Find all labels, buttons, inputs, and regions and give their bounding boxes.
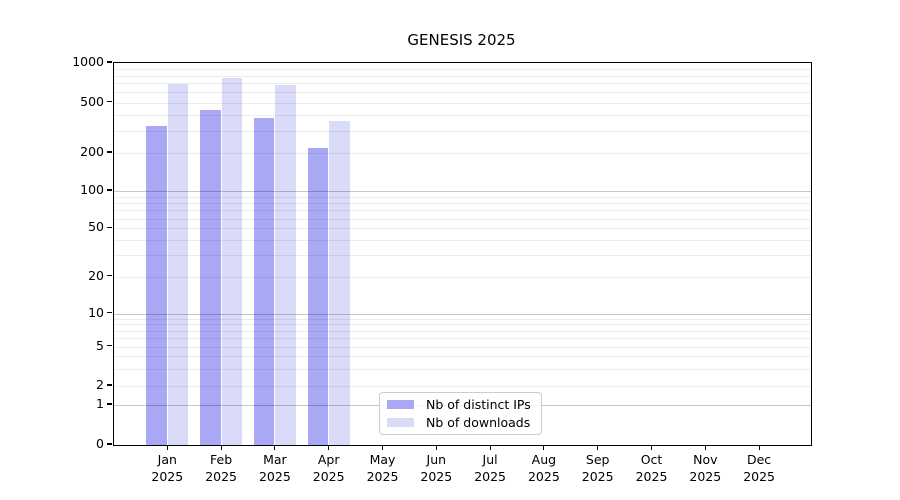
gridline xyxy=(114,210,811,212)
gridline xyxy=(114,92,811,94)
gridline xyxy=(114,130,811,132)
y-tick-mark xyxy=(107,384,112,386)
y-tick-mark xyxy=(107,345,112,347)
legend-swatch-distinct-ips xyxy=(387,400,414,410)
x-tick-mark xyxy=(650,445,653,450)
x-tick-mark xyxy=(704,445,706,450)
gridline xyxy=(114,83,811,85)
x-tick-label-dec: Dec 2025 xyxy=(743,452,775,484)
legend-swatch-downloads xyxy=(387,417,414,427)
y-tick-label: 10 xyxy=(88,304,104,320)
y-tick-label: 50 xyxy=(88,219,104,235)
x-tick-mark xyxy=(220,445,222,450)
y-tick-label: 500 xyxy=(80,93,104,109)
y-tick-mark xyxy=(107,312,112,314)
bar-downloads-mar xyxy=(275,84,296,445)
bar-downloads-feb xyxy=(221,78,243,445)
gridline xyxy=(114,218,811,220)
x-tick-label-jan: Jan 2025 xyxy=(151,452,184,484)
x-tick-label-jul: Jul 2025 xyxy=(474,452,506,484)
x-tick-label-aug: Aug 2025 xyxy=(527,452,560,484)
plot-area: Nb of distinct IPs Nb of downloads xyxy=(113,62,812,446)
y-tick-mark xyxy=(107,226,112,228)
gridline-major xyxy=(114,191,811,192)
x-tick-mark xyxy=(489,445,491,450)
y-tick-label: 1 xyxy=(96,396,104,411)
gridline xyxy=(114,346,811,348)
x-tick-label-apr: Apr 2025 xyxy=(312,452,345,484)
gridline xyxy=(114,203,811,205)
gridline xyxy=(114,255,811,257)
gridline xyxy=(114,114,811,116)
chart-title: GENESIS 2025 xyxy=(407,31,516,49)
gridline xyxy=(114,324,811,326)
gridline xyxy=(114,75,811,77)
gridline xyxy=(114,153,811,154)
y-tick-label: 100 xyxy=(80,182,104,197)
y-tick-mark xyxy=(107,151,112,153)
gridline xyxy=(114,318,811,320)
x-tick-label-nov: Nov 2025 xyxy=(689,452,722,484)
bar-distinct-ips-feb xyxy=(200,110,221,445)
y-tick-label: 5 xyxy=(96,337,104,353)
y-tick-mark xyxy=(107,189,112,191)
gridline xyxy=(114,356,811,358)
y-tick-label: 2 xyxy=(96,377,104,392)
gridline xyxy=(114,102,811,104)
bar-distinct-ips-apr xyxy=(307,147,329,445)
y-tick-mark xyxy=(107,101,112,103)
bar-distinct-ips-jan xyxy=(146,126,167,445)
x-tick-mark xyxy=(543,445,545,450)
gridline xyxy=(114,228,811,230)
gridline xyxy=(114,276,811,278)
bar-downloads-jan xyxy=(167,84,189,445)
gridline xyxy=(114,69,811,71)
y-tick-mark xyxy=(107,403,112,405)
x-tick-mark xyxy=(758,445,760,450)
gridline-major xyxy=(114,313,811,315)
legend: Nb of distinct IPs Nb of downloads xyxy=(379,392,542,435)
y-tick-mark xyxy=(107,443,112,445)
y-tick-label: 0 xyxy=(96,436,104,451)
bar-downloads-apr xyxy=(329,120,350,445)
gridline xyxy=(114,330,811,332)
y-tick-label: 20 xyxy=(88,267,104,283)
x-tick-label-sep: Sep 2025 xyxy=(581,452,614,484)
y-tick-label: 1000 xyxy=(72,54,104,69)
x-tick-label-oct: Oct 2025 xyxy=(635,452,668,484)
x-tick-mark xyxy=(435,445,437,450)
legend-label-downloads: Nb of downloads xyxy=(426,414,531,430)
y-tick-mark xyxy=(107,275,112,277)
legend-item-distinct-ips: Nb of distinct IPs xyxy=(387,397,534,412)
x-tick-mark xyxy=(166,445,168,450)
legend-label-distinct-ips: Nb of distinct IPs xyxy=(426,397,531,413)
gridline xyxy=(114,240,811,242)
x-tick-mark xyxy=(381,445,384,450)
x-tick-label-feb: Feb 2025 xyxy=(205,452,237,484)
x-tick-label-jun: Jun 2025 xyxy=(420,452,453,484)
legend-item-downloads: Nb of downloads xyxy=(387,415,534,430)
gridline xyxy=(114,196,811,198)
gridline xyxy=(114,386,811,387)
x-tick-mark xyxy=(597,445,599,450)
y-tick-label: 200 xyxy=(80,144,104,159)
bar-distinct-ips-mar xyxy=(253,117,275,445)
x-tick-mark xyxy=(328,445,330,450)
x-tick-mark xyxy=(274,445,276,450)
y-tick-mark xyxy=(107,61,112,63)
gridline xyxy=(114,368,811,370)
gridline xyxy=(114,338,811,340)
x-tick-label-may: May 2025 xyxy=(366,452,399,484)
x-tick-label-mar: Mar 2025 xyxy=(258,452,291,484)
